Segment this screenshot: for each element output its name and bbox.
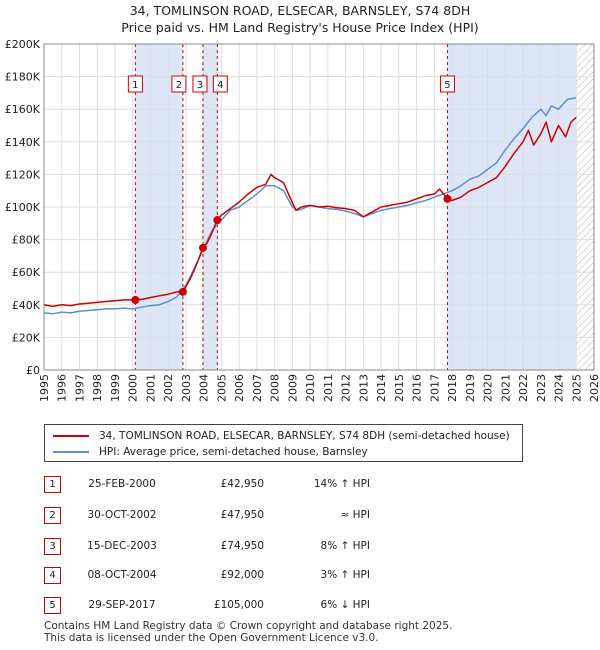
sale-label-text: 4: [217, 80, 223, 91]
x-tick-label: 2007: [251, 374, 264, 402]
transaction-date: 25-FEB-2000: [88, 478, 156, 490]
transaction-price: £42,950: [220, 478, 264, 490]
transaction-price: £105,000: [213, 599, 264, 611]
sale-label-text: 2: [176, 80, 182, 91]
x-tick-label: 2023: [535, 374, 548, 402]
transaction-row: 5 29-SEP-2017 £105,000 6% ↓ HPI: [0, 596, 600, 616]
sale-label-box: [192, 75, 208, 93]
sale-label-text: 3: [197, 80, 203, 91]
y-tick-label: £200K: [5, 38, 41, 51]
y-tick-label: £180K: [5, 71, 41, 84]
sale-point: [178, 287, 187, 296]
transaction-hpi: 6% ↓ HPI: [320, 599, 370, 611]
y-tick-label: £40K: [12, 299, 41, 312]
y-tick-label: £160K: [5, 103, 41, 116]
x-tick-label: 2004: [198, 374, 211, 402]
sale-label-text: 1: [132, 80, 138, 91]
sale-label-box: [171, 75, 187, 93]
transaction-row: 1 25-FEB-2000 £42,950 14% ↑ HPI: [0, 475, 600, 495]
footer-copyright: Contains HM Land Registry data © Crown c…: [44, 620, 453, 632]
sale-label-box: [439, 75, 455, 93]
x-tick-label: 2000: [127, 374, 140, 402]
sale-point: [443, 194, 452, 203]
legend-entry-hpi: HPI: Average price, semi-detached house,…: [53, 444, 368, 460]
sale-point: [213, 216, 222, 225]
x-tick-label: 2011: [322, 374, 335, 402]
y-tick-label: £20K: [12, 331, 41, 344]
y-tick-label: £140K: [5, 136, 41, 149]
transaction-price: £74,950: [220, 540, 264, 552]
transaction-number: 5: [44, 597, 61, 614]
transaction-date: 15-DEC-2003: [87, 540, 157, 552]
y-tick-label: £100K: [5, 201, 41, 214]
transaction-date: 29-SEP-2017: [88, 599, 156, 611]
x-tick-label: 2006: [233, 374, 246, 402]
x-tick-label: 2020: [482, 374, 495, 402]
chart-subtitle: Price paid vs. HM Land Registry's House …: [121, 20, 479, 35]
x-tick-label: 1999: [109, 374, 122, 402]
x-tick-label: 2022: [517, 374, 530, 402]
price-chart: 1 2 3 4 5 £0 £20K £40K £60K £80K £100K £120K £140K £1…: [5, 38, 600, 402]
y-tick-label: £0: [26, 364, 40, 377]
x-tick-label: 2026: [588, 374, 600, 402]
transaction-row: 4 08-OCT-2004 £92,000 3% ↑ HPI: [0, 566, 600, 586]
y-tick-label: £120K: [5, 168, 41, 181]
chart-title: 34, TOMLINSON ROAD, ELSECAR, BARNSLEY, S…: [129, 3, 471, 18]
y-tick-label: £80K: [12, 234, 41, 247]
transaction-number: 3: [44, 538, 61, 555]
transaction-number: 2: [44, 507, 61, 524]
chart-legend: 34, TOMLINSON ROAD, ELSECAR, BARNSLEY, S…: [44, 424, 523, 462]
legend-entry-property: 34, TOMLINSON ROAD, ELSECAR, BARNSLEY, S…: [53, 428, 510, 444]
transaction-number: 1: [44, 476, 61, 493]
transaction-price: £47,950: [220, 509, 264, 521]
x-tick-label: 2019: [464, 374, 477, 402]
x-tick-label: 1998: [91, 374, 104, 402]
x-tick-label: 2018: [446, 374, 459, 402]
transaction-date: 30-OCT-2002: [87, 509, 157, 521]
x-tick-label: 1996: [56, 374, 69, 402]
x-tick-label: 2002: [162, 374, 175, 402]
footer-licence: This data is licensed under the Open Gov…: [44, 632, 379, 644]
x-tick-label: 2003: [180, 374, 193, 402]
transaction-hpi: 14% ↑ HPI: [313, 478, 370, 490]
legend-label-hpi: HPI: Average price, semi-detached house,…: [99, 446, 368, 458]
legend-swatch-property: [53, 435, 89, 437]
property-price-line: [43, 116, 577, 308]
x-tick-label: 2014: [375, 374, 388, 402]
x-tick-label: 2016: [411, 374, 424, 402]
transaction-price: £92,000: [220, 569, 264, 581]
transaction-date: 08-OCT-2004: [87, 569, 157, 581]
x-tick-label: 2010: [304, 374, 317, 402]
sale-label-text: 5: [444, 80, 450, 91]
transaction-row: 2 30-OCT-2002 £47,950 ≈ HPI: [0, 506, 600, 526]
x-tick-label: 2012: [340, 374, 353, 402]
x-tick-label: 2015: [393, 374, 406, 402]
x-tick-label: 2025: [570, 374, 583, 402]
transaction-hpi: 3% ↑ HPI: [320, 569, 370, 581]
plot-border: [43, 43, 595, 371]
sale-label-box: [212, 75, 228, 93]
sale-point: [198, 243, 207, 252]
x-tick-label: 2013: [357, 374, 370, 402]
transaction-number: 4: [44, 567, 61, 584]
x-tick-label: 1995: [38, 374, 51, 402]
x-tick-label: 2009: [286, 374, 299, 402]
transaction-hpi: 8% ↑ HPI: [320, 540, 370, 552]
y-tick-label: £60K: [12, 266, 41, 279]
x-tick-label: 2021: [499, 374, 512, 402]
sale-label-box: [127, 75, 143, 93]
x-tick-label: 2001: [144, 374, 157, 402]
x-tick-label: 2024: [553, 374, 566, 402]
x-tick-label: 2005: [215, 374, 228, 402]
legend-swatch-hpi: [53, 451, 89, 453]
x-tick-label: 1997: [73, 374, 86, 402]
x-tick-label: 2008: [269, 374, 282, 402]
sale-point: [131, 295, 140, 304]
transaction-hpi: ≈ HPI: [340, 509, 370, 521]
x-tick-label: 2017: [428, 374, 441, 402]
transaction-row: 3 15-DEC-2003 £74,950 8% ↑ HPI: [0, 537, 600, 557]
legend-label-property: 34, TOMLINSON ROAD, ELSECAR, BARNSLEY, S…: [99, 430, 510, 442]
